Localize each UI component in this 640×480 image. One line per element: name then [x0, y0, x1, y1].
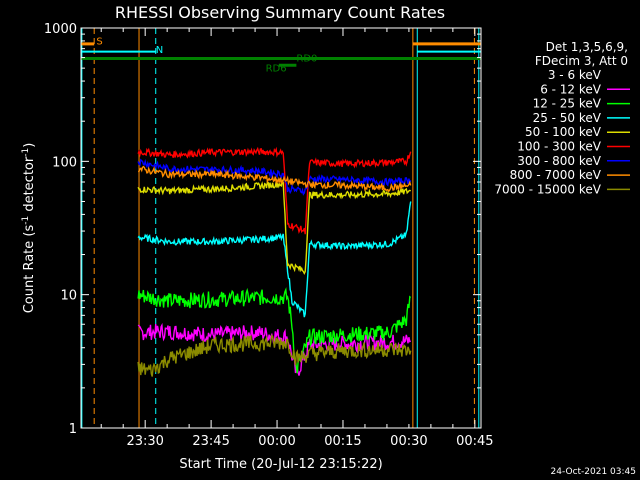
x-tick-label: 00:15	[324, 434, 361, 449]
chart-title: RHESSI Observing Summary Count Rates	[115, 3, 445, 22]
y-axis-label-exponent: -1	[21, 216, 31, 225]
timestamp: 24-Oct-2021 03:45	[551, 467, 636, 477]
legend-label: 12 - 25 keV	[533, 97, 602, 111]
plot-area: S N RD6 RD0	[81, 28, 481, 428]
series-line	[137, 179, 412, 275]
x-tick-label: 00:30	[390, 434, 427, 449]
legend: Det 1,3,5,6,9, FDecim 3, Att 0 3 - 6 keV…	[494, 40, 630, 196]
x-tick-label: 23:45	[192, 434, 229, 449]
y-axis-label: Count Rate (s-1 detector-1)	[21, 143, 37, 314]
series-line	[137, 287, 412, 374]
y-tick-label: 100	[52, 155, 77, 170]
legend-label: 3 - 6 keV	[548, 68, 602, 82]
plot-frame	[80, 27, 482, 429]
y-axis-label-part: )	[22, 143, 37, 148]
state-annotation: RD0	[296, 54, 317, 65]
legend-label: 6 - 12 keV	[540, 82, 602, 96]
series-line	[137, 146, 412, 235]
y-tick-label: 10	[60, 289, 77, 304]
x-tick-label: 00:45	[456, 434, 493, 449]
x-tick-label: 23:30	[126, 434, 163, 449]
legend-label: 800 - 7000 keV	[510, 168, 602, 182]
x-tick-label: 00:00	[258, 434, 295, 449]
y-tick-label: 1000	[44, 22, 77, 37]
legend-label: 100 - 300 keV	[517, 140, 601, 154]
y-axis-label-exponent: -1	[21, 148, 31, 157]
legend-label: 25 - 50 keV	[533, 111, 602, 125]
x-axis: 23:30 23:45 00:00 00:15 00:30 00:45	[100, 28, 494, 449]
series-line	[137, 201, 412, 318]
y-tick-label: 1	[69, 422, 77, 437]
legend-label: 50 - 100 keV	[525, 125, 602, 139]
legend-header-line: FDecim 3, Att 0	[535, 54, 628, 68]
y-axis: 1 10 100 1000	[44, 22, 481, 437]
y-axis-label-part: detector	[22, 156, 37, 216]
legend-label: 7000 - 15000 keV	[494, 182, 601, 196]
state-annotation: S	[96, 37, 102, 48]
series-line	[137, 158, 412, 196]
y-axis-label-part: Count Rate (s	[22, 225, 37, 314]
series-line	[138, 165, 412, 193]
x-axis-label: Start Time (20-Jul-12 23:15:22)	[179, 457, 382, 472]
state-annotation: N	[156, 45, 163, 56]
legend-label: 300 - 800 keV	[517, 154, 601, 168]
state-annotation: RD6	[266, 64, 287, 75]
series-line	[137, 334, 412, 377]
series-line	[344, 366, 412, 423]
legend-header-line: Det 1,3,5,6,9,	[546, 40, 628, 54]
